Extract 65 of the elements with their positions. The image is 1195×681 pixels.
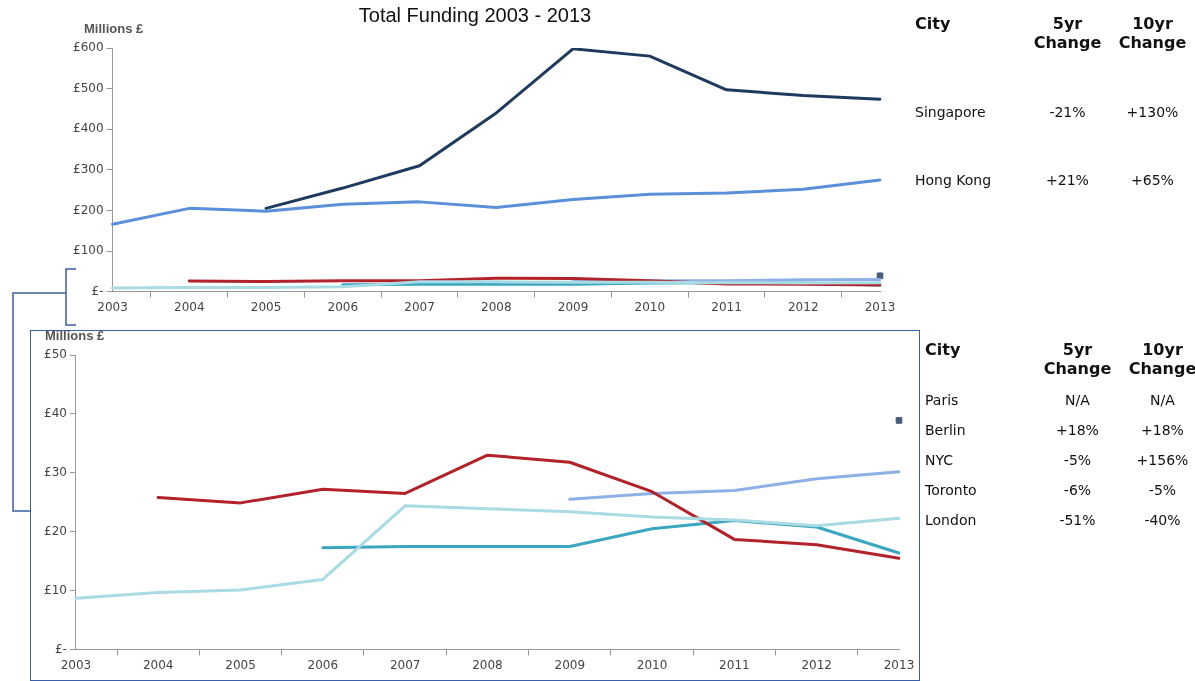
text: +21% xyxy=(1045,172,1090,188)
text: City xyxy=(915,14,952,35)
y-tick-label: £400 xyxy=(72,121,104,136)
x-tick-label: 2009 xyxy=(554,657,586,672)
x-tick-label: 2010 xyxy=(634,299,666,314)
y-tick-label: £300 xyxy=(72,161,104,176)
text: -51% xyxy=(1058,512,1097,528)
x-tick-label: 2007 xyxy=(404,299,435,314)
x-tick-label: 2006 xyxy=(307,657,339,672)
y-tick-label: £20 xyxy=(44,523,67,538)
x-tick-label: 2011 xyxy=(711,299,742,314)
text: +65% xyxy=(1130,172,1175,188)
x-tick-label: 2013 xyxy=(864,299,896,314)
text: 10yr Change xyxy=(1127,340,1195,378)
y-tick-label: £200 xyxy=(72,202,104,217)
x-tick-label: 2006 xyxy=(327,299,359,314)
x-tick-label: 2004 xyxy=(174,299,205,314)
x-tick-label: 2013 xyxy=(883,657,915,672)
text: -21% xyxy=(1048,104,1087,120)
chart-title: Total Funding 2003 - 2013 xyxy=(358,3,592,26)
text: 10yr Change xyxy=(1117,14,1188,52)
y-tick-label: £- xyxy=(54,641,67,656)
x-tick-label: 2011 xyxy=(719,657,750,672)
x-tick-label: 2008 xyxy=(472,657,503,672)
text: 5yr Change xyxy=(1032,14,1103,52)
text: Toronto xyxy=(925,482,978,498)
text: -5% xyxy=(1147,482,1178,498)
x-tick-label: 2004 xyxy=(142,657,174,672)
y-tick-label: £10 xyxy=(44,582,67,597)
x-tick-label: 2008 xyxy=(481,299,512,314)
x-tick-label: 2007 xyxy=(389,657,421,672)
x-tick-label: 2012 xyxy=(787,299,819,314)
x-tick-label: 2005 xyxy=(225,657,256,672)
text: -5% xyxy=(1062,452,1093,468)
y-tick-label: £50 xyxy=(44,347,67,362)
text: N/A xyxy=(1149,392,1176,408)
text: Paris xyxy=(925,392,960,408)
text: +18% xyxy=(1055,422,1100,438)
x-tick-label: 2010 xyxy=(636,657,668,672)
text: +18% xyxy=(1140,422,1185,438)
text: 5yr Change xyxy=(1042,340,1113,378)
text: NYC xyxy=(925,452,955,468)
y-tick-label: £40 xyxy=(44,406,67,421)
text: +130% xyxy=(1125,104,1180,120)
y-tick-label: £600 xyxy=(72,40,104,55)
text: +156% xyxy=(1135,452,1190,468)
x-tick-label: 2012 xyxy=(801,657,832,672)
text: London xyxy=(925,512,978,528)
text: -6% xyxy=(1062,482,1093,498)
y-tick-label: £100 xyxy=(72,243,104,258)
x-tick-label: 2005 xyxy=(250,299,282,314)
x-tick-label: 2003 xyxy=(60,657,92,672)
text: -40% xyxy=(1143,512,1182,528)
y-axis-title: Millions £ xyxy=(45,328,105,344)
x-tick-label: 2003 xyxy=(97,299,128,314)
text: N/A xyxy=(1064,392,1091,408)
y-tick-label: £500 xyxy=(72,80,104,95)
y-axis-title: Millions £ xyxy=(84,21,144,37)
text: Singapore xyxy=(915,104,987,120)
text: Berlin xyxy=(925,422,967,438)
y-tick-label: £- xyxy=(91,283,104,298)
text: Hong Kong xyxy=(915,172,993,188)
x-tick-label: 2009 xyxy=(557,299,589,314)
text: City xyxy=(925,340,962,361)
y-tick-label: £30 xyxy=(44,464,67,479)
